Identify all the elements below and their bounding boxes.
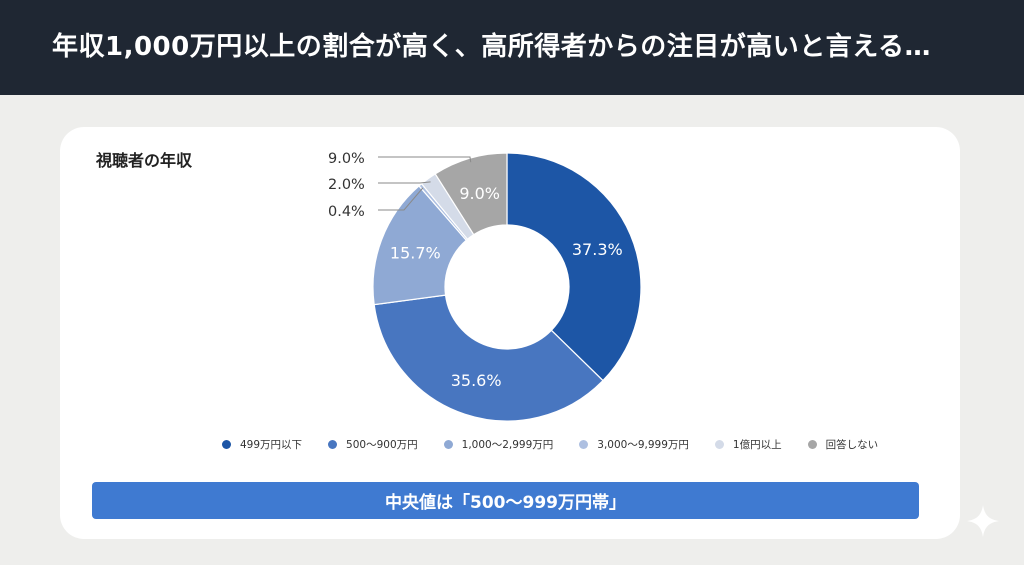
header-bar: 年収1,000万円以上の割合が高く、高所得者からの注目が高いと言える… [0, 0, 1024, 95]
legend-item: 500～900万円 [328, 437, 418, 452]
legend-swatch [328, 440, 338, 449]
callout-label: 2.0% [328, 177, 365, 193]
donut-slice [373, 294, 604, 422]
sparkle-icon [967, 505, 999, 537]
callout-label: 9.0% [328, 151, 365, 167]
chart-legend: 499万円以下 500～900万円 1,000～2,999万円 3,000～9,999… [222, 437, 904, 452]
slice-label: 15.7% [390, 243, 441, 262]
callout-line [378, 156, 472, 163]
legend-label: 500～900万円 [346, 439, 418, 451]
slice-label: 37.3% [572, 240, 623, 259]
donut-slice [506, 152, 642, 382]
legend-label: 回答しない [825, 439, 879, 451]
legend-swatch [807, 440, 817, 449]
median-banner: 中央値は「500～999万円帯」 [92, 482, 919, 519]
callout-label: 0.4% [328, 204, 365, 220]
legend-swatch [714, 440, 724, 449]
legend-item: 3,000～9,999万円 [579, 437, 689, 452]
callout-line [378, 181, 431, 184]
legend-swatch [222, 440, 231, 449]
slice-label: 35.6% [451, 371, 502, 390]
legend-swatch [443, 440, 453, 449]
legend-label: 499万円以下 [240, 439, 303, 451]
legend-item: 1,000～2,999万円 [443, 437, 554, 452]
legend-swatch [579, 440, 589, 449]
donut-slice [434, 152, 508, 236]
page-title: 年収1,000万円以上の割合が高く、高所得者からの注目が高いと言える… [52, 32, 931, 62]
legend-item: 1億円以上 [714, 437, 782, 452]
slice-label: 9.0% [459, 184, 500, 203]
legend-label: 1,000～2,999万円 [461, 439, 554, 451]
legend-label: 1億円以上 [732, 439, 782, 451]
callout-line [378, 187, 424, 211]
chart-title: 視聴者の年収 [96, 151, 193, 170]
legend-item: 回答しない [807, 437, 879, 452]
legend-label: 3,000～9,999万円 [597, 439, 689, 451]
legend-item: 499万円以下 [222, 437, 302, 452]
